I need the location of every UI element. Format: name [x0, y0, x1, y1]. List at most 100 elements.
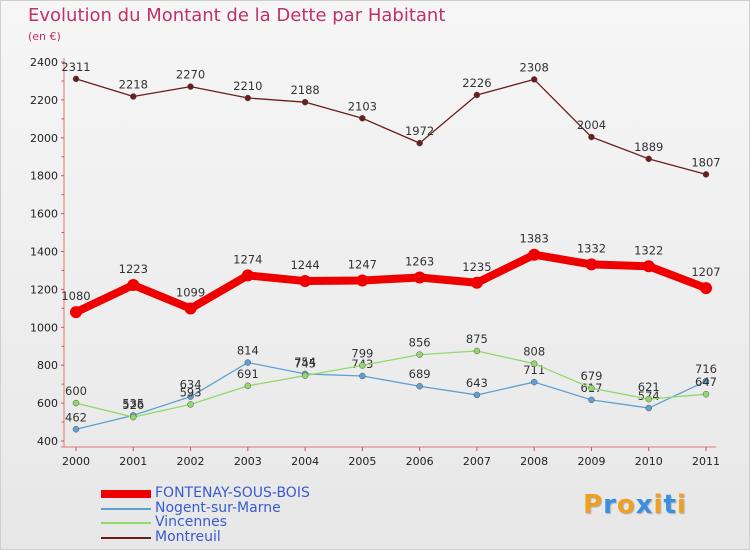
data-label-vincennes: 621 [638, 380, 660, 394]
data-point-fontenay-sous-bois [585, 258, 598, 271]
data-label-nogent-sur-marne: 754 [294, 355, 316, 369]
proxiti-logo: Proxiti [583, 490, 687, 520]
data-label-fontenay-sous-bois: 1332 [577, 241, 606, 255]
data-point-vincennes [588, 384, 595, 392]
y-tick-label: 1800 [30, 170, 58, 183]
y-tick-label: 1000 [30, 321, 58, 334]
data-label-montreuil: 1972 [405, 124, 434, 138]
brand-letter: x [635, 490, 654, 520]
x-tick-label: 2005 [348, 455, 376, 468]
x-tick-label: 2004 [291, 455, 319, 468]
data-label-nogent-sur-marne: 462 [65, 410, 87, 424]
data-point-nogent-sur-marne [588, 396, 595, 404]
x-tick-label: 2009 [577, 455, 605, 468]
data-point-nogent-sur-marne [702, 377, 710, 385]
data-label-nogent-sur-marne: 643 [466, 376, 488, 390]
data-label-nogent-sur-marne: 689 [409, 367, 431, 381]
data-point-vincennes [187, 401, 194, 408]
brand-letter: i [676, 490, 687, 520]
chart-title: Evolution du Montant de la Dette par Hab… [28, 5, 446, 26]
data-label-montreuil: 2270 [176, 68, 205, 82]
data-point-nogent-sur-marne [187, 393, 194, 400]
brand-letter: P [583, 490, 604, 520]
data-point-vincennes [645, 395, 652, 403]
data-label-fontenay-sous-bois: 1080 [61, 289, 90, 303]
data-label-fontenay-sous-bois: 1235 [462, 260, 491, 274]
data-label-montreuil: 2308 [520, 60, 549, 74]
data-point-montreuil [416, 139, 423, 147]
data-point-vincennes [301, 372, 309, 379]
data-point-montreuil [244, 94, 252, 102]
data-label-fontenay-sous-bois: 1274 [233, 252, 262, 266]
data-point-montreuil [473, 91, 481, 99]
x-tick-label: 2003 [234, 455, 262, 468]
data-label-fontenay-sous-bois: 1207 [691, 265, 720, 279]
data-point-fontenay-sous-bois [241, 269, 254, 282]
y-tick-label: 400 [37, 435, 58, 448]
data-label-fontenay-sous-bois: 1223 [119, 262, 148, 276]
x-tick-label: 2010 [635, 455, 663, 468]
legend-label: Vincennes [155, 514, 227, 530]
legend-swatch [101, 490, 151, 498]
data-label-fontenay-sous-bois: 1383 [520, 232, 549, 246]
data-label-montreuil: 2188 [290, 83, 319, 97]
data-point-fontenay-sous-bois [700, 282, 712, 295]
series-line-montreuil [75, 78, 707, 176]
data-point-nogent-sur-marne [359, 372, 366, 380]
x-tick-label: 2001 [119, 455, 147, 468]
data-label-fontenay-sous-bois: 1244 [290, 258, 319, 272]
data-label-vincennes: 856 [409, 336, 431, 350]
data-label-fontenay-sous-bois: 1263 [405, 254, 434, 268]
data-label-vincennes: 600 [65, 384, 87, 398]
x-tick-label: 2000 [62, 455, 90, 468]
data-label-vincennes: 593 [180, 385, 202, 399]
y-tick-label: 1400 [30, 246, 58, 259]
y-tick-label: 2000 [30, 132, 58, 145]
data-label-nogent-sur-marne: 535 [122, 396, 144, 410]
legend-swatch [101, 522, 151, 524]
data-point-fontenay-sous-bois [184, 302, 197, 315]
data-point-montreuil [645, 155, 652, 163]
data-point-vincennes [473, 347, 481, 355]
data-label-fontenay-sous-bois: 1247 [348, 257, 377, 271]
brand-letter: t [663, 490, 677, 520]
data-point-nogent-sur-marne [244, 359, 252, 366]
data-point-nogent-sur-marne [530, 378, 538, 386]
x-tick-label: 2008 [520, 455, 548, 468]
data-label-vincennes: 799 [351, 346, 373, 360]
data-label-montreuil: 2226 [462, 76, 491, 90]
y-tick-label: 600 [37, 397, 58, 410]
data-label-nogent-sur-marne: 814 [237, 344, 259, 358]
data-label-montreuil: 2103 [348, 99, 377, 113]
data-label-vincennes: 691 [237, 367, 259, 381]
chart-subtitle: (en €) [28, 30, 61, 43]
legend-label: FONTENAY-SOUS-BOIS [155, 485, 310, 501]
data-point-montreuil [588, 133, 595, 141]
data-label-vincennes: 745 [294, 357, 316, 371]
data-point-nogent-sur-marne [72, 426, 80, 433]
data-point-fontenay-sous-bois [356, 274, 369, 287]
data-point-fontenay-sous-bois [470, 276, 483, 289]
data-point-fontenay-sous-bois [70, 306, 82, 319]
data-label-montreuil: 2311 [61, 60, 90, 74]
y-tick-label: 800 [37, 359, 58, 372]
data-label-fontenay-sous-bois: 1099 [176, 286, 205, 300]
data-point-vincennes [702, 390, 710, 398]
legend-swatch [101, 507, 151, 510]
data-label-vincennes: 526 [122, 398, 144, 412]
data-point-fontenay-sous-bois [127, 279, 140, 292]
series-line-fontenay-sous-bois [72, 250, 710, 317]
data-label-montreuil: 2218 [119, 77, 148, 91]
data-label-vincennes: 808 [523, 345, 545, 359]
y-tick-label: 2200 [30, 94, 58, 107]
data-label-montreuil: 1807 [691, 155, 720, 169]
data-point-fontenay-sous-bois [642, 260, 655, 273]
y-tick-label: 2400 [30, 56, 58, 69]
brand-letter: i [653, 490, 664, 520]
data-point-vincennes [530, 360, 538, 367]
data-point-vincennes [130, 413, 137, 421]
x-tick-label: 2007 [463, 455, 491, 468]
y-tick-label: 1200 [30, 283, 58, 296]
data-point-montreuil [187, 83, 194, 90]
data-point-fontenay-sous-bois [528, 248, 541, 261]
